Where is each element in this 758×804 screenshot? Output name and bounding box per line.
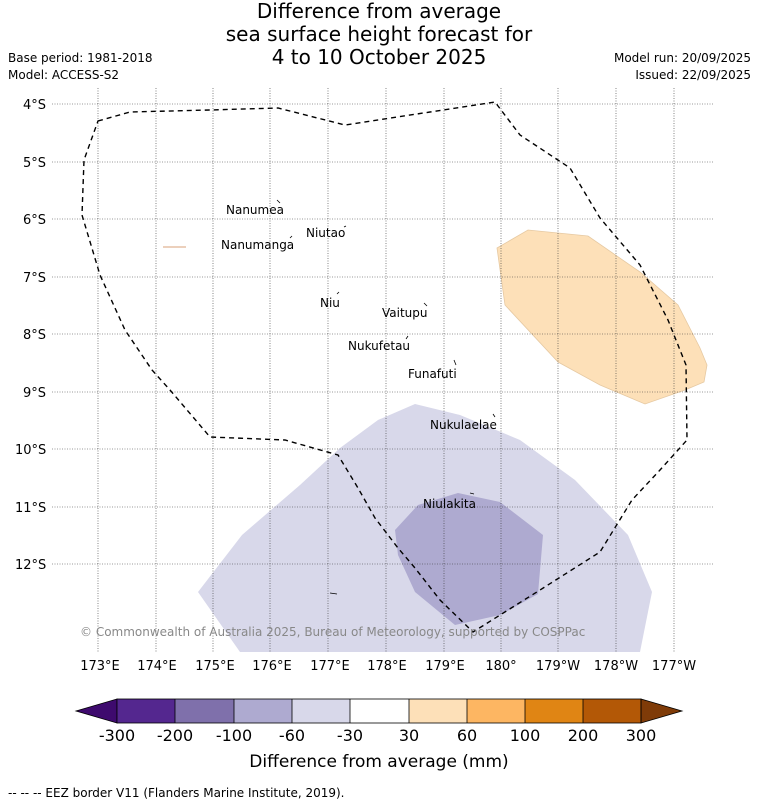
lat-label: 7°S xyxy=(23,271,46,286)
colorbar-swatch xyxy=(467,699,525,723)
colorbar-title: Difference from average (mm) xyxy=(249,752,508,772)
colorbar-tick: -100 xyxy=(216,726,252,745)
eez-border xyxy=(81,101,688,633)
island-label-niulakita: Niulakita xyxy=(423,497,476,511)
lat-label: 6°S xyxy=(23,213,46,228)
model-name: Model: ACCESS-S2 xyxy=(8,68,120,82)
lon-labels: 173°E 174°E 175°E 176°E 177°E 178°E 179°… xyxy=(80,659,696,674)
island-label-nukulaelae: Nukulaelae xyxy=(430,418,497,432)
colorbar-swatch xyxy=(525,699,583,723)
colorbar-swatch xyxy=(175,699,234,723)
lon-label: 179°W xyxy=(536,659,580,674)
lon-label: 175°E xyxy=(195,659,235,674)
colorbar-swatch xyxy=(350,699,409,723)
lat-label: 5°S xyxy=(23,156,46,171)
title-line-2: sea surface height forecast for xyxy=(225,22,533,46)
colorbar-swatch xyxy=(234,699,292,723)
colorbar-tick: 200 xyxy=(568,726,599,745)
lat-label: 8°S xyxy=(23,328,46,343)
colorbar-swatch xyxy=(117,699,175,723)
lon-label: 177°E xyxy=(310,659,350,674)
colorbar: -300 -200 -100 -60 -30 30 60 100 200 300… xyxy=(74,698,684,772)
base-period: Base period: 1981-2018 xyxy=(8,51,153,65)
colorbar-tick: -60 xyxy=(279,726,305,745)
meta-left: Base period: 1981-2018 Model: ACCESS-S2 xyxy=(8,50,153,84)
island-label-funafuti: Funafuti xyxy=(408,367,457,381)
lat-label: 11°S xyxy=(15,501,46,516)
lat-label: 9°S xyxy=(23,386,46,401)
title-line-1: Difference from average xyxy=(256,0,502,23)
colorbar-swatch xyxy=(583,699,641,723)
island-label-nanumea: Nanumea xyxy=(226,203,284,217)
colorbar-tick: 30 xyxy=(399,726,419,745)
island-labels: Nanumea Nanumanga Niutao Niu Vaitupu Nuk… xyxy=(221,203,497,511)
colorbar-tick: 300 xyxy=(626,726,657,745)
lat-label: 10°S xyxy=(15,443,46,458)
lat-label: 4°S xyxy=(23,98,46,113)
island-label-niu: Niu xyxy=(320,296,340,310)
lon-label: 176°E xyxy=(252,659,292,674)
colorbar-tick: 100 xyxy=(510,726,541,745)
island-label-nukufetau: Nukufetau xyxy=(348,339,410,353)
anomaly-region-pos30-60 xyxy=(496,229,708,405)
colorbar-swatch xyxy=(292,699,350,723)
colorbar-tick: 60 xyxy=(457,726,477,745)
anomaly-region-neg60-100 xyxy=(395,493,543,625)
lon-label: 177°W xyxy=(652,659,696,674)
lon-label: 179°E xyxy=(425,659,465,674)
gridlines xyxy=(52,88,713,652)
copyright-notice: © Commonwealth of Australia 2025, Bureau… xyxy=(80,625,585,639)
lon-label: 174°E xyxy=(137,659,177,674)
lon-label: 180° xyxy=(485,659,516,674)
colorbar-swatch xyxy=(409,699,467,723)
lon-label: 173°E xyxy=(80,659,120,674)
map-title: Difference from average sea surface heig… xyxy=(0,0,758,69)
lat-labels: 4°S 5°S 6°S 7°S 8°S 9°S 10°S 11°S 12°S xyxy=(15,98,46,573)
title-line-3: 4 to 10 October 2025 xyxy=(271,45,487,69)
lat-label: 12°S xyxy=(15,558,46,573)
map-area: Nanumea Nanumanga Niutao Niu Vaitupu Nuk… xyxy=(52,88,713,652)
issued-date: Issued: 22/09/2025 xyxy=(635,68,751,82)
colorbar-tick: -300 xyxy=(99,726,135,745)
lon-label: 178°E xyxy=(367,659,407,674)
colorbar-tick: -200 xyxy=(157,726,193,745)
colorbar-extend-low xyxy=(74,698,118,724)
colorbar-tick: -30 xyxy=(337,726,363,745)
colorbar-extend-high xyxy=(640,698,684,724)
island-label-niutao: Niutao xyxy=(306,226,345,240)
island-markers xyxy=(276,199,496,595)
lon-label: 178°W xyxy=(594,659,638,674)
model-run: Model run: 20/09/2025 xyxy=(613,51,751,65)
eez-legend-footnote: -- -- -- EEZ border V11 (Flanders Marine… xyxy=(8,786,345,800)
island-label-nanumanga: Nanumanga xyxy=(221,238,294,252)
island-label-vaitupu: Vaitupu xyxy=(382,306,428,320)
meta-right: Model run: 20/09/2025 Issued: 22/09/2025 xyxy=(614,50,751,84)
